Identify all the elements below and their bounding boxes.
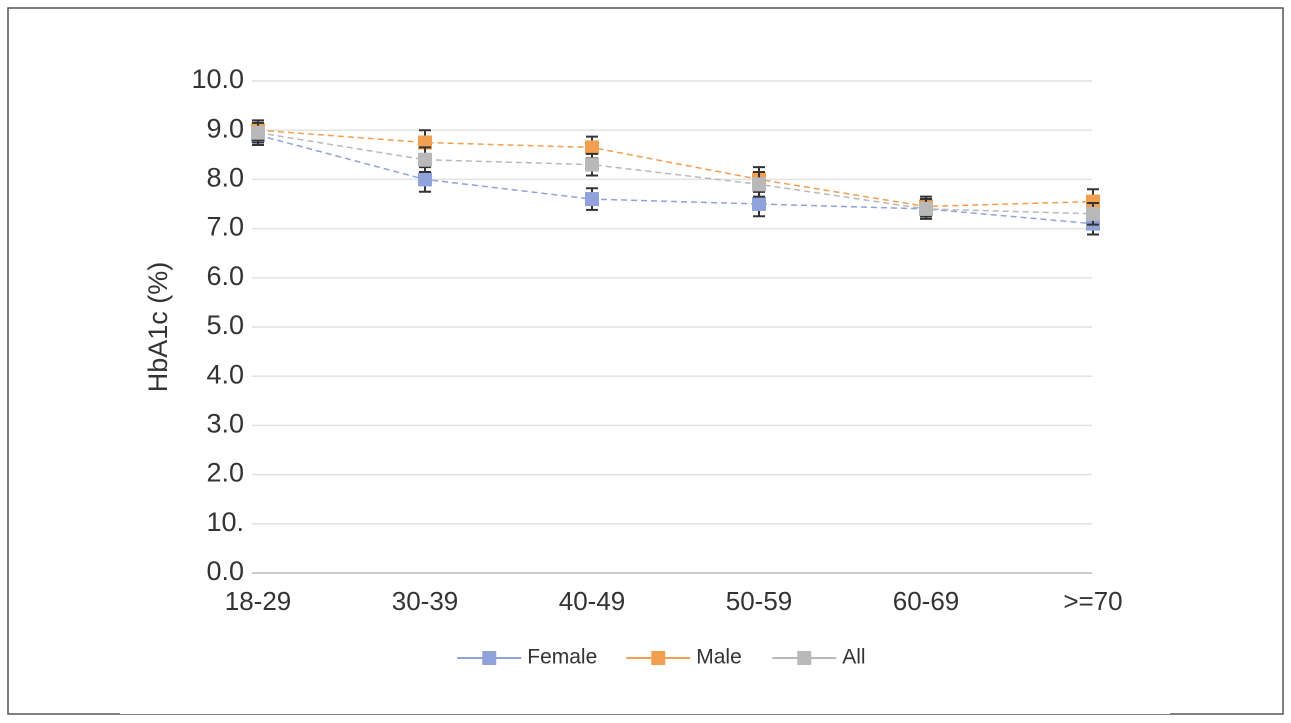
marker [585, 140, 599, 155]
legend-marker [651, 651, 666, 665]
marker [752, 197, 766, 211]
x-tick-label: 50-59 [726, 586, 793, 616]
y-tick-label: 2.0 [206, 458, 244, 488]
plot-background [120, 40, 1170, 714]
y-tick-label: 4.0 [206, 359, 244, 389]
y-tick-label: 8.0 [206, 163, 244, 193]
legend-label: Female [527, 646, 597, 669]
x-tick-label: >=70 [1063, 586, 1122, 616]
marker [585, 192, 599, 207]
marker [1086, 194, 1100, 209]
y-axis-label: HbA1c (%) [143, 262, 173, 393]
legend-marker [482, 651, 497, 665]
y-tick-label: 9.0 [206, 113, 244, 143]
marker [752, 177, 766, 192]
x-tick-label: 60-69 [893, 586, 960, 616]
y-tick-label: 5.0 [206, 310, 244, 340]
marker [418, 135, 432, 150]
legend-label: All [842, 646, 865, 669]
y-tick-label: 3.0 [206, 409, 244, 439]
marker [251, 125, 265, 140]
legend-marker [797, 651, 812, 665]
y-tick-label: 10. [206, 507, 244, 537]
x-tick-label: 30-39 [392, 586, 459, 616]
y-tick-label: 0.0 [206, 556, 244, 586]
y-tick-label: 10.0 [191, 64, 244, 94]
legend-label: Male [696, 646, 742, 669]
marker [418, 152, 432, 167]
series-line [257, 129, 1094, 208]
series-line [257, 131, 1094, 215]
marker [1086, 206, 1100, 221]
marker [585, 157, 599, 172]
y-tick-label: 6.0 [206, 261, 244, 291]
x-tick-label: 18-29 [225, 586, 292, 616]
marker [418, 172, 432, 187]
y-tick-label: 7.0 [206, 212, 244, 242]
marker [919, 201, 933, 216]
x-tick-label: 40-49 [559, 586, 626, 616]
series-line [257, 134, 1094, 225]
